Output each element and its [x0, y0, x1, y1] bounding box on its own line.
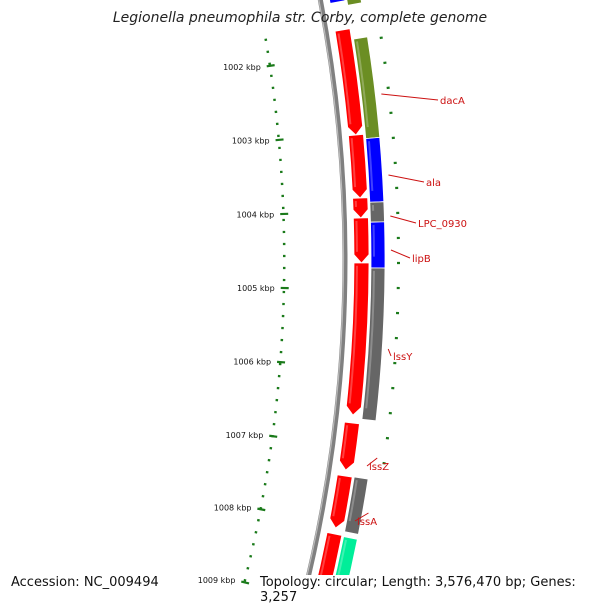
ruler-major-tick	[257, 509, 265, 511]
tick-label: 1008 kbp	[214, 503, 252, 512]
gene-label: LPC_0930	[418, 219, 467, 230]
callout-line	[390, 216, 416, 223]
tick-label: 1005 kbp	[237, 284, 275, 293]
gene-feature	[343, 0, 361, 5]
ruler-dot	[252, 544, 254, 545]
gene-label: lssY	[393, 352, 413, 363]
accession-text: Accession: NC_009494	[9, 575, 161, 590]
callout-line	[381, 94, 438, 100]
ruler-major-tick	[277, 362, 285, 363]
tick-label: 1003 kbp	[232, 137, 270, 146]
scale-tick-labels: 1002 kbp 1003 kbp 1004 kbp 1005 kbp 1006 kbp…	[198, 63, 275, 585]
tick-label: 1009 kbp	[198, 576, 236, 585]
ruler-major-tick	[267, 65, 275, 66]
ruler-major-tick	[269, 436, 277, 437]
gene-feature	[370, 202, 385, 222]
gene-label: lssA	[357, 517, 377, 528]
ruler-major-tick	[241, 582, 249, 584]
callout-line	[391, 250, 410, 258]
ruler-major-tick	[276, 139, 284, 140]
ruler-dot	[247, 568, 249, 569]
gene-label: ala	[426, 178, 441, 189]
gene-feature-shine	[372, 205, 374, 211]
gene-feature	[326, 0, 345, 3]
gene-label: lssZ	[369, 462, 389, 473]
gene-label: dacA	[440, 96, 465, 107]
gene-feature	[366, 137, 384, 202]
gene-feature	[339, 422, 359, 470]
ruler-dot	[244, 580, 246, 581]
gene-feature	[353, 198, 368, 218]
callout-line	[388, 175, 424, 182]
genome-title: Legionella pneumophila str. Corby, compl…	[0, 10, 600, 26]
ruler-dot	[249, 556, 251, 557]
topology-text: Topology: circular; Length: 3,576,470 bp…	[258, 575, 600, 605]
tick-label: 1004 kbp	[237, 210, 275, 219]
tick-label: 1007 kbp	[226, 431, 264, 440]
gene-feature-shine	[355, 201, 357, 207]
tick-label: 1002 kbp	[223, 63, 261, 72]
callout-line	[388, 349, 391, 356]
tick-label: 1006 kbp	[233, 357, 271, 366]
gene-label: lipB	[412, 254, 431, 265]
ruler-dot	[255, 532, 257, 533]
